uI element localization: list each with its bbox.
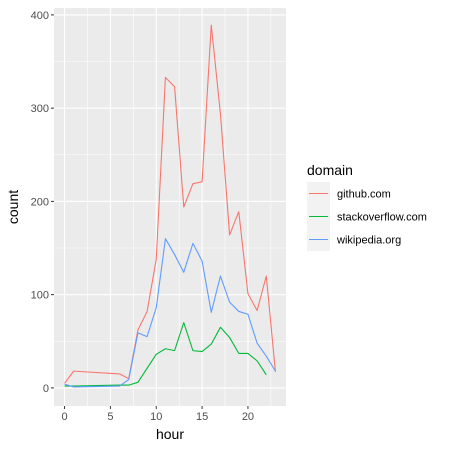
x-tick-label: 10 [150, 411, 162, 423]
y-tick-label: 300 [31, 103, 49, 115]
series-line-wikipedia-org [64, 238, 276, 388]
x-axis: 0 5 10 15 20 [61, 406, 254, 423]
y-axis: 0 100 200 300 400 [31, 10, 54, 395]
legend-label: github.com [337, 189, 391, 201]
minor-gridlines [54, 8, 286, 406]
legend: domain github.com stackoverflow.com wikipe… [307, 162, 427, 251]
x-tick-label: 15 [196, 411, 208, 423]
series-lines [64, 24, 276, 388]
y-tick-label: 200 [31, 196, 49, 208]
x-tick-label: 20 [242, 411, 254, 423]
y-tick-label: 0 [43, 383, 49, 395]
plot-panel [54, 8, 286, 406]
major-gridlines [54, 8, 286, 406]
x-tick-label: 0 [61, 411, 67, 423]
series-line-stackoverflow-com [64, 322, 267, 387]
y-tick-label: 400 [31, 10, 49, 22]
y-axis-title: count [5, 190, 21, 224]
legend-label: stackoverflow.com [337, 212, 427, 224]
x-tick-label: 5 [107, 411, 113, 423]
y-tick-label: 100 [31, 290, 49, 302]
legend-label: wikipedia.org [336, 235, 401, 247]
legend-title: domain [307, 162, 353, 178]
x-axis-title: hour [156, 426, 184, 442]
